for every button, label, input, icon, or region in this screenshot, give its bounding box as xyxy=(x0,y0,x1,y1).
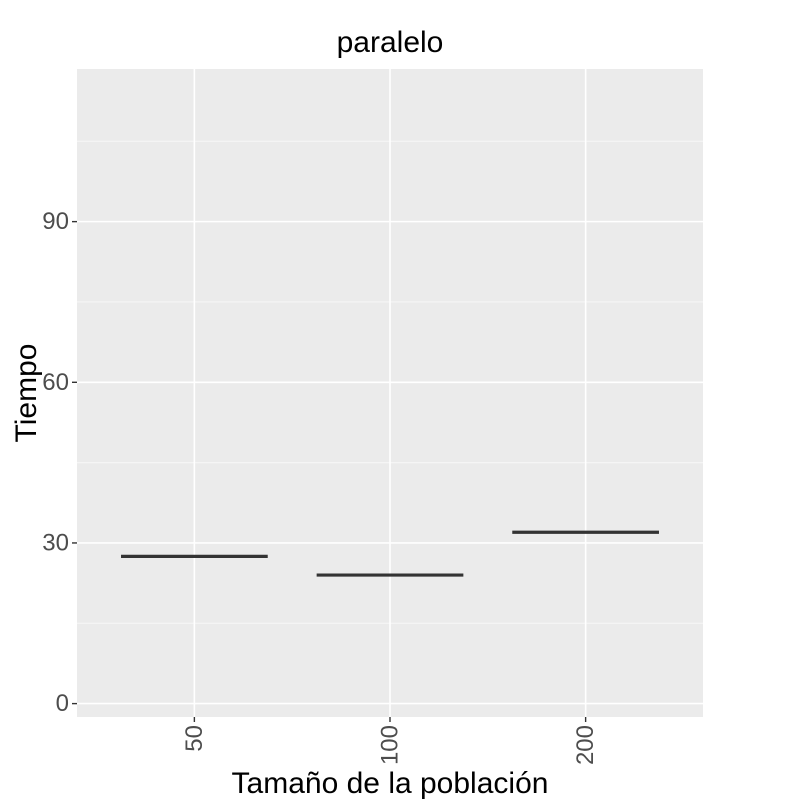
y-tick-label: 90 xyxy=(42,208,69,235)
x-axis: 50 100 200 xyxy=(181,717,599,765)
y-tick-label: 30 xyxy=(42,529,69,556)
x-tick-label: 50 xyxy=(181,725,208,752)
y-tick-label: 0 xyxy=(56,690,69,717)
y-tick-label: 60 xyxy=(42,369,69,396)
chart-title: paralelo xyxy=(337,26,444,59)
y-axis-title: Tiempo xyxy=(10,344,43,443)
chart-marks xyxy=(121,530,659,577)
x-tick-label: 100 xyxy=(377,725,404,765)
x-tick-label: 200 xyxy=(572,725,599,765)
x-axis-title: Tamaño de la población xyxy=(232,767,549,800)
major-gridlines xyxy=(77,69,703,717)
y-axis: 0 30 60 90 xyxy=(42,208,77,717)
